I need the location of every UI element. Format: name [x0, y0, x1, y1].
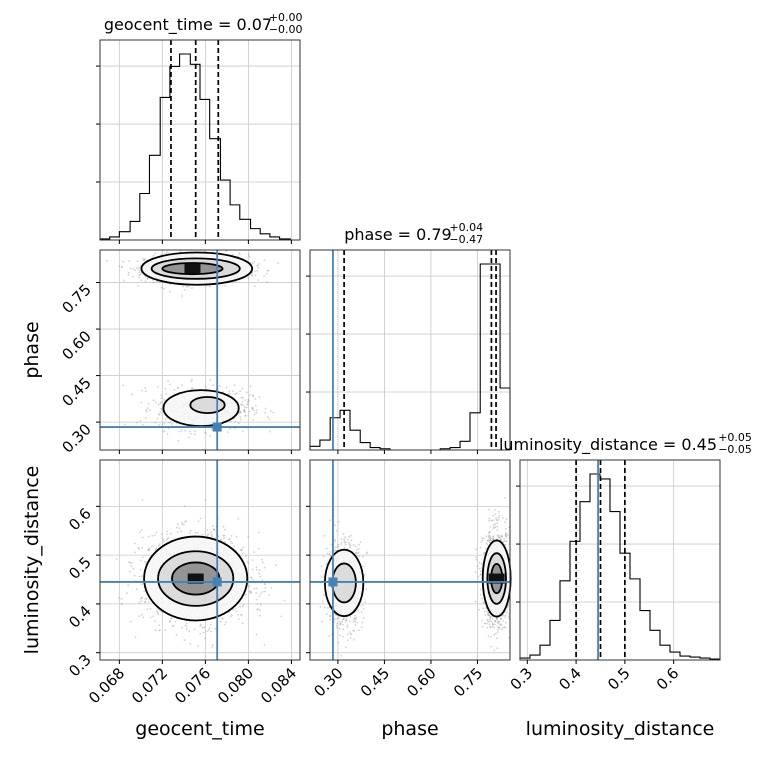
- panel-geocent_time-vs-phase: [100, 249, 300, 450]
- x-tick-label-geocent_time: 0.072: [128, 664, 171, 707]
- panel-frame: [309, 249, 511, 451]
- panel-phase-hist: [306, 250, 511, 451]
- x-tick-label-phase: 0.75: [450, 664, 486, 700]
- y-tick-label-phase: 0.60: [58, 327, 94, 363]
- x-tick-label-luminosity_distance: 0.5: [604, 664, 634, 694]
- y-axis-label-phase: phase: [21, 321, 43, 378]
- x-axis-label-luminosity_distance: luminosity_distance: [526, 718, 715, 740]
- density-peak: [187, 573, 204, 584]
- histogram-luminosity_distance: [519, 473, 721, 660]
- truth-marker-phase_vs_luminosity_distance: [328, 577, 338, 587]
- panel-frame: [99, 459, 301, 661]
- panel-frame: [99, 249, 301, 451]
- title-luminosity_distance: luminosity_distance = 0.45: [499, 435, 717, 455]
- y-tick-label-luminosity_distance: 0.4: [65, 602, 95, 632]
- x-tick-label-luminosity_distance: 0.6: [653, 664, 683, 694]
- histogram-phase: [309, 263, 511, 451]
- panel-frame: [519, 459, 721, 661]
- y-tick-label-phase: 0.75: [58, 281, 94, 317]
- panel-geocent_time-hist: [96, 40, 300, 241]
- x-tick-label-geocent_time: 0.080: [214, 664, 257, 707]
- y-tick-label-luminosity_distance: 0.5: [65, 553, 95, 583]
- x-tick-label-luminosity_distance: 0.3: [507, 664, 537, 694]
- x-tick-label-geocent_time: 0.084: [257, 664, 300, 707]
- panel-frame: [99, 39, 301, 241]
- x-axis-label-phase: phase: [381, 718, 438, 740]
- panel-geocent_time-vs-luminosity_distance: [100, 460, 300, 660]
- y-tick-label-luminosity_distance: 0.6: [65, 504, 95, 534]
- x-tick-label-phase: 0.45: [357, 664, 393, 700]
- title-plus-geocent_time: +0.00: [269, 11, 303, 24]
- y-tick-label-phase: 0.45: [58, 374, 94, 410]
- title-minus-geocent_time: −0.00: [269, 23, 303, 36]
- y-tick-label-phase: 0.30: [58, 420, 94, 456]
- panel-frame: [309, 459, 511, 661]
- x-tick-label-phase: 0.30: [310, 664, 346, 700]
- x-tick-label-geocent_time: 0.076: [171, 664, 214, 707]
- x-tick-label-geocent_time: 0.068: [85, 664, 128, 707]
- title-plus-luminosity_distance: +0.05: [718, 431, 752, 444]
- histogram-geocent_time: [99, 53, 300, 241]
- title-plus-phase: +0.04: [449, 221, 483, 234]
- density-peak: [488, 573, 505, 584]
- truth-marker-geocent_time_vs_phase: [212, 422, 222, 432]
- x-tick-label-phase: 0.60: [403, 664, 439, 700]
- title-geocent_time: geocent_time = 0.07: [104, 15, 272, 35]
- y-axis-label-luminosity_distance: luminosity_distance: [21, 466, 43, 655]
- truth-marker-geocent_time_vs_luminosity_distance: [212, 577, 222, 587]
- title-minus-luminosity_distance: −0.05: [718, 443, 752, 456]
- y-tick-label-luminosity_distance: 0.3: [65, 651, 95, 681]
- panel-luminosity_distance-hist: [516, 460, 721, 660]
- x-axis-label-geocent_time: geocent_time: [135, 718, 264, 740]
- x-tick-label-luminosity_distance: 0.4: [555, 664, 585, 694]
- contour-geocent_time_vs_phase-4: [189, 396, 226, 415]
- panel-phase-vs-luminosity_distance: [310, 460, 512, 660]
- title-phase: phase = 0.79: [344, 225, 451, 244]
- density-peak: [184, 263, 201, 274]
- title-minus-phase: −0.47: [449, 233, 483, 246]
